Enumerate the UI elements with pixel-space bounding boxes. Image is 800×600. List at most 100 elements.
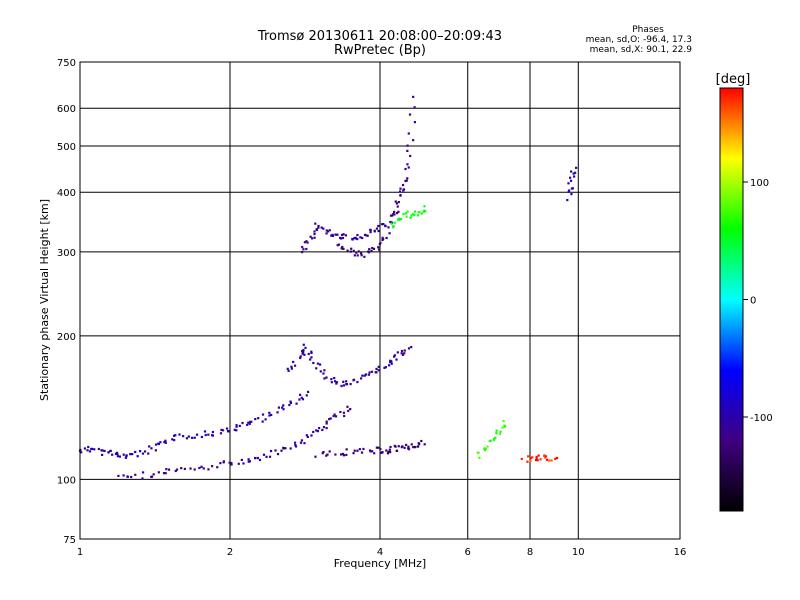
- data-point: [375, 227, 379, 230]
- data-point: [396, 205, 399, 208]
- data-point: [280, 449, 283, 452]
- data-point: [492, 439, 495, 442]
- data-point: [379, 447, 382, 451]
- data-point: [483, 448, 487, 452]
- data-point: [406, 210, 409, 213]
- data-point: [164, 441, 167, 444]
- data-point: [122, 474, 125, 477]
- data-point: [290, 367, 293, 370]
- data-point: [483, 447, 486, 450]
- x-tick-label: 10: [572, 547, 585, 558]
- y-tick-label: 750: [57, 58, 76, 69]
- data-point: [333, 413, 336, 416]
- data-point: [211, 465, 214, 468]
- data-point: [392, 224, 395, 228]
- data-point: [347, 409, 350, 412]
- data-point: [536, 459, 539, 462]
- data-point: [416, 445, 420, 448]
- data-point: [385, 236, 388, 240]
- data-point: [389, 214, 393, 217]
- data-point: [407, 445, 410, 448]
- data-point: [395, 449, 399, 452]
- colorbar-tick-label: 100: [750, 178, 769, 189]
- data-point: [320, 226, 323, 229]
- data-point: [370, 249, 373, 253]
- data-point: [265, 455, 268, 458]
- data-point: [286, 367, 289, 370]
- colorbar-ticks: 100 0 -100: [743, 178, 773, 424]
- data-point: [131, 453, 134, 456]
- data-point: [570, 187, 574, 190]
- data-point: [572, 172, 575, 175]
- data-point: [478, 456, 481, 459]
- data-point: [554, 457, 557, 460]
- data-point: [165, 468, 168, 471]
- data-point: [404, 167, 407, 171]
- data-point: [185, 437, 189, 440]
- y-tick-label: 500: [57, 142, 76, 153]
- data-point: [398, 218, 401, 221]
- data-point: [393, 444, 396, 447]
- data-point: [335, 381, 339, 384]
- plot-frame: [79, 61, 681, 540]
- data-point: [412, 95, 415, 99]
- data-point: [147, 452, 150, 455]
- x-axis-label: Frequency [MHz]: [334, 557, 426, 570]
- data-point: [178, 433, 181, 436]
- data-point: [330, 378, 333, 381]
- data-point: [373, 452, 376, 455]
- data-point: [326, 230, 330, 233]
- data-point: [339, 453, 343, 456]
- data-point: [241, 421, 244, 425]
- data-point: [284, 447, 287, 450]
- data-point: [175, 468, 179, 471]
- data-point: [407, 347, 411, 350]
- data-point: [413, 210, 417, 213]
- data-point: [342, 384, 346, 387]
- data-point: [289, 447, 292, 450]
- data-point: [351, 238, 354, 241]
- colorbar-label: [deg]: [716, 72, 751, 87]
- data-point: [316, 429, 320, 433]
- data-point: [301, 398, 305, 401]
- data-point: [318, 427, 321, 430]
- x-tick-label: 6: [465, 547, 471, 558]
- data-point: [370, 370, 374, 373]
- data-point: [567, 182, 570, 185]
- data-point: [317, 226, 320, 229]
- data-point: [233, 428, 236, 431]
- data-point: [387, 364, 391, 367]
- data-point: [342, 454, 346, 457]
- data-point: [305, 434, 308, 437]
- data-point: [302, 348, 305, 352]
- data-point: [495, 432, 498, 435]
- data-point: [535, 457, 538, 460]
- data-point: [250, 420, 253, 423]
- data-point: [309, 358, 312, 361]
- data-point: [389, 445, 392, 449]
- data-point: [353, 254, 356, 257]
- data-point: [396, 351, 399, 354]
- data-point: [535, 455, 538, 459]
- data-point: [526, 460, 529, 463]
- colorbar: [deg] 100 0 -100: [716, 72, 773, 512]
- data-point: [387, 450, 390, 453]
- data-point: [339, 410, 342, 414]
- data-point: [395, 212, 399, 215]
- data-point: [367, 373, 370, 376]
- data-point: [295, 402, 298, 405]
- data-point: [343, 414, 346, 418]
- data-point: [358, 448, 361, 451]
- data-point: [420, 439, 423, 443]
- data-point: [543, 454, 546, 457]
- data-point: [300, 439, 304, 442]
- data-point: [304, 346, 307, 349]
- data-point: [294, 443, 297, 447]
- data-point: [282, 404, 285, 407]
- data-point: [299, 393, 302, 396]
- data-point: [157, 471, 160, 474]
- data-point: [393, 354, 396, 357]
- phase-info-o: mean, sd,O: -96.4, 17.3: [586, 35, 692, 45]
- data-point: [423, 205, 426, 208]
- data-point: [114, 452, 117, 455]
